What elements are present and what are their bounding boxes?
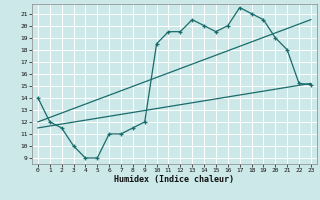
X-axis label: Humidex (Indice chaleur): Humidex (Indice chaleur) (115, 175, 234, 184)
